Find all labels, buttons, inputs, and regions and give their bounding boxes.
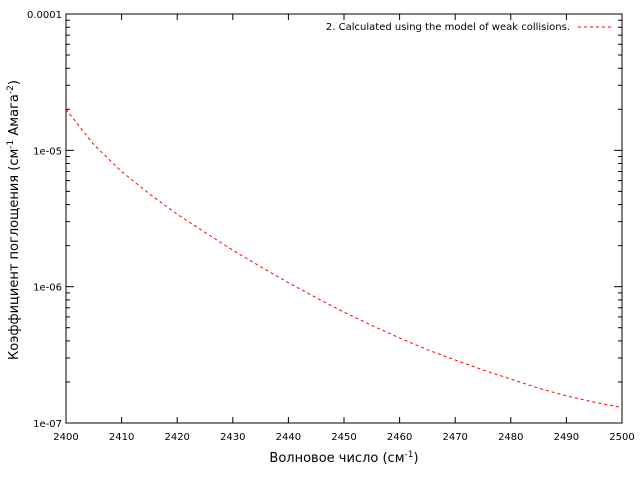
plot-frame	[65, 13, 623, 424]
legend: 2. Calculated using the model of weak co…	[326, 22, 612, 33]
legend-label: 2. Calculated using the model of weak co…	[326, 22, 570, 33]
x-tick-label: 2500	[609, 432, 634, 443]
x-tick-label: 2410	[109, 432, 134, 443]
y-tick-label: 0.0001	[27, 10, 62, 21]
x-tick-label: 2420	[164, 432, 189, 443]
x-tick-label: 2440	[276, 432, 301, 443]
series-layer	[65, 108, 623, 408]
x-tick-label: 2480	[498, 432, 523, 443]
y-tick-label: 1e-07	[33, 419, 62, 430]
x-tick-label: 2470	[442, 432, 467, 443]
x-tick-label: 2450	[331, 432, 356, 443]
x-tick-label: 2400	[53, 432, 78, 443]
x-axis: 2400 2410 2420 2430 2440 2450 2460 2470 2480 2490…	[53, 14, 635, 443]
x-tick-label: 2430	[220, 432, 245, 443]
y-tick-label: 1e-06	[33, 283, 62, 294]
y-tick-label: 1e-05	[33, 146, 62, 157]
x-axis-title: Волновое число (см-1)	[269, 450, 418, 466]
y-axis-title: Коэффициент поглощения (см-1 Амага-2)	[6, 80, 22, 360]
y-axis: 1e-07 1e-06 1e-05 0.0001	[27, 10, 622, 430]
x-tick-label: 2460	[387, 432, 412, 443]
x-tick-label: 2490	[554, 432, 579, 443]
series-line	[65, 108, 623, 408]
